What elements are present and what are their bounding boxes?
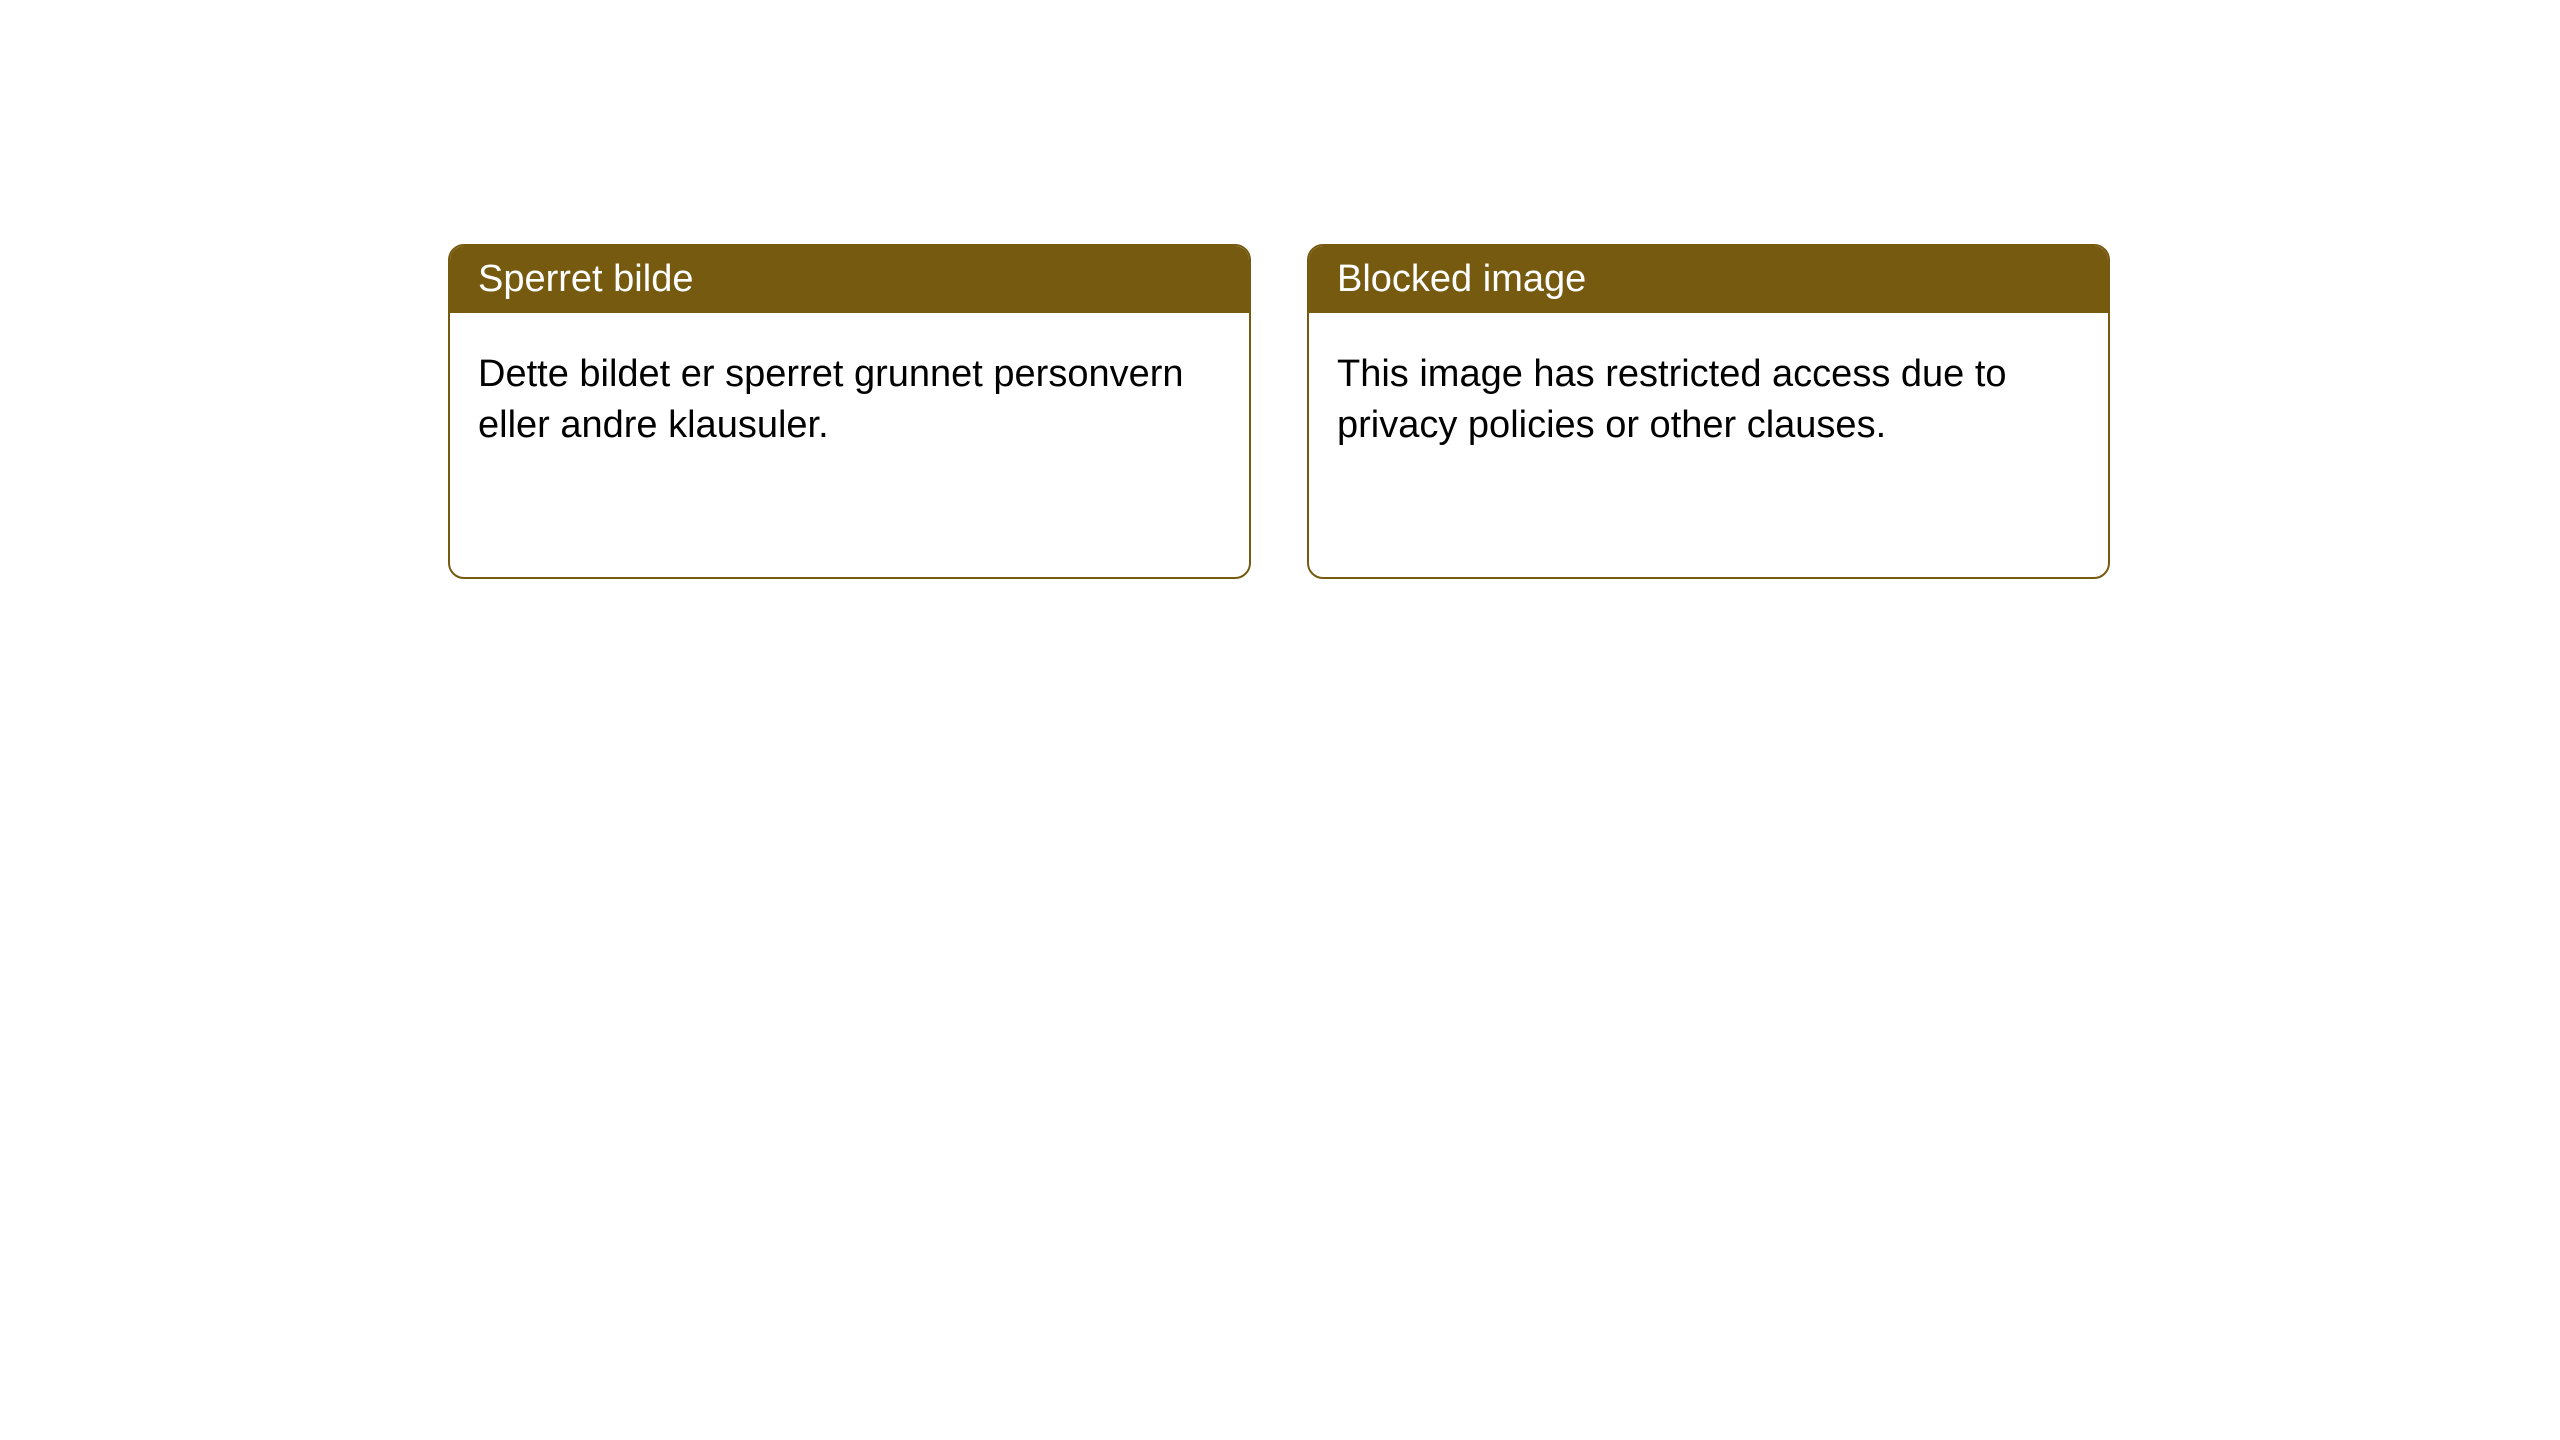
card-body: Dette bildet er sperret grunnet personve… bbox=[450, 313, 1249, 488]
blocked-image-card-no: Sperret bilde Dette bildet er sperret gr… bbox=[448, 244, 1251, 579]
card-message: Dette bildet er sperret grunnet personve… bbox=[478, 353, 1184, 446]
card-body: This image has restricted access due to … bbox=[1309, 313, 2108, 488]
card-header: Blocked image bbox=[1309, 246, 2108, 313]
notice-container: Sperret bilde Dette bildet er sperret gr… bbox=[0, 0, 2560, 579]
card-header: Sperret bilde bbox=[450, 246, 1249, 313]
card-title: Blocked image bbox=[1337, 258, 1586, 300]
card-title: Sperret bilde bbox=[478, 258, 693, 300]
card-message: This image has restricted access due to … bbox=[1337, 353, 2007, 446]
blocked-image-card-en: Blocked image This image has restricted … bbox=[1307, 244, 2110, 579]
